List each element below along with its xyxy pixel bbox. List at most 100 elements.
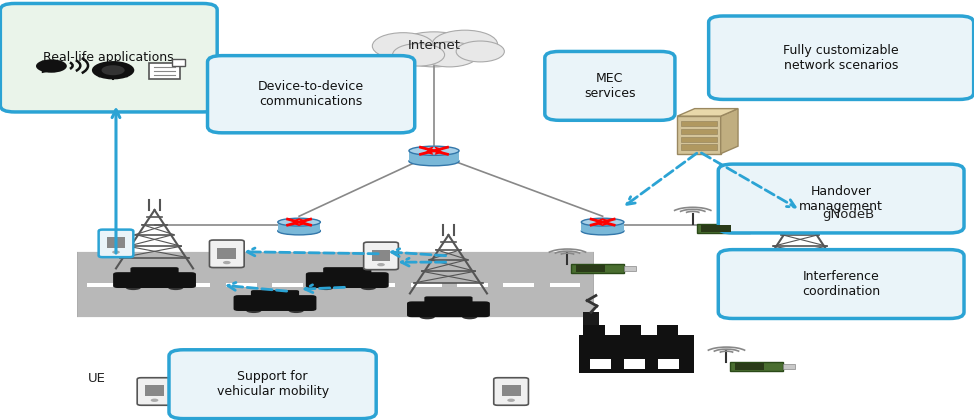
Circle shape [432, 30, 498, 58]
Bar [457, 284, 488, 287]
Ellipse shape [581, 227, 624, 235]
Text: gNodeB: gNodeB [822, 207, 875, 220]
Text: MEC
services: MEC services [584, 72, 636, 100]
Text: Interference
coordination: Interference coordination [802, 270, 880, 298]
Ellipse shape [169, 285, 183, 290]
Ellipse shape [288, 308, 304, 313]
FancyBboxPatch shape [407, 302, 490, 317]
Circle shape [377, 263, 385, 266]
Text: Internet: Internet [407, 39, 461, 52]
Text: UE: UE [88, 373, 105, 386]
Ellipse shape [126, 285, 141, 290]
Bar [502, 385, 520, 396]
Circle shape [421, 42, 478, 67]
Bar [783, 364, 795, 369]
Circle shape [92, 61, 134, 79]
Bar [681, 144, 717, 150]
FancyBboxPatch shape [306, 272, 389, 288]
Bar [657, 360, 679, 368]
FancyBboxPatch shape [209, 240, 244, 268]
Ellipse shape [420, 314, 435, 319]
FancyBboxPatch shape [363, 242, 398, 270]
FancyBboxPatch shape [425, 297, 472, 306]
Bar [581, 222, 624, 231]
Bar [701, 226, 730, 232]
Bar [179, 284, 210, 287]
Circle shape [151, 399, 159, 402]
Bar [272, 284, 303, 287]
FancyBboxPatch shape [98, 230, 133, 257]
Bar [133, 284, 165, 287]
FancyBboxPatch shape [131, 267, 178, 277]
Circle shape [372, 33, 434, 59]
Bar [681, 136, 717, 142]
FancyBboxPatch shape [234, 295, 317, 311]
Bar [145, 385, 164, 396]
FancyBboxPatch shape [709, 16, 974, 100]
Bar [681, 129, 717, 134]
Bar [583, 312, 599, 335]
Bar [171, 58, 185, 66]
Ellipse shape [360, 285, 376, 290]
Bar [681, 121, 717, 126]
FancyBboxPatch shape [113, 272, 196, 288]
FancyBboxPatch shape [544, 52, 675, 120]
Ellipse shape [581, 218, 624, 226]
Bar [624, 266, 636, 271]
Bar [87, 284, 118, 287]
Polygon shape [677, 109, 738, 116]
Polygon shape [42, 60, 56, 73]
Bar [504, 284, 534, 287]
Circle shape [393, 32, 474, 67]
Bar [364, 284, 395, 287]
Polygon shape [721, 109, 738, 154]
FancyBboxPatch shape [169, 350, 376, 419]
Bar [217, 248, 237, 259]
FancyBboxPatch shape [251, 290, 299, 300]
FancyBboxPatch shape [718, 164, 964, 233]
Bar [750, 226, 761, 231]
Ellipse shape [409, 157, 459, 166]
Bar [78, 249, 593, 318]
Ellipse shape [409, 146, 459, 155]
Bar [318, 284, 350, 287]
Circle shape [393, 44, 444, 66]
Ellipse shape [278, 218, 320, 226]
Circle shape [36, 59, 67, 73]
Bar [590, 360, 612, 368]
Bar [409, 151, 459, 161]
Text: Real-life applications: Real-life applications [44, 51, 174, 64]
Bar [411, 284, 441, 287]
Bar [623, 360, 645, 368]
Bar [735, 363, 765, 370]
Circle shape [456, 41, 505, 62]
Bar [577, 265, 605, 272]
FancyBboxPatch shape [0, 3, 217, 112]
Bar [583, 325, 605, 335]
Circle shape [101, 65, 125, 75]
Bar [106, 237, 126, 248]
Circle shape [112, 250, 120, 254]
Ellipse shape [318, 285, 334, 290]
Bar [149, 63, 179, 79]
Text: Device-to-device
communications: Device-to-device communications [258, 80, 364, 108]
Bar [226, 284, 257, 287]
Bar [677, 116, 721, 154]
Text: Fully customizable
network scenarios: Fully customizable network scenarios [783, 44, 899, 72]
Bar [278, 222, 320, 231]
FancyBboxPatch shape [207, 55, 415, 133]
Bar [572, 264, 624, 273]
Ellipse shape [278, 227, 320, 235]
FancyBboxPatch shape [718, 249, 964, 318]
Ellipse shape [462, 314, 477, 319]
FancyBboxPatch shape [137, 378, 171, 405]
Bar [730, 362, 783, 371]
Text: Support for
vehicular mobility: Support for vehicular mobility [216, 370, 328, 398]
Bar [549, 284, 581, 287]
Bar [620, 325, 641, 335]
Text: Handover
management: Handover management [800, 184, 883, 213]
Ellipse shape [246, 308, 261, 313]
Bar [579, 335, 694, 373]
Circle shape [223, 261, 231, 264]
Bar [696, 224, 750, 234]
